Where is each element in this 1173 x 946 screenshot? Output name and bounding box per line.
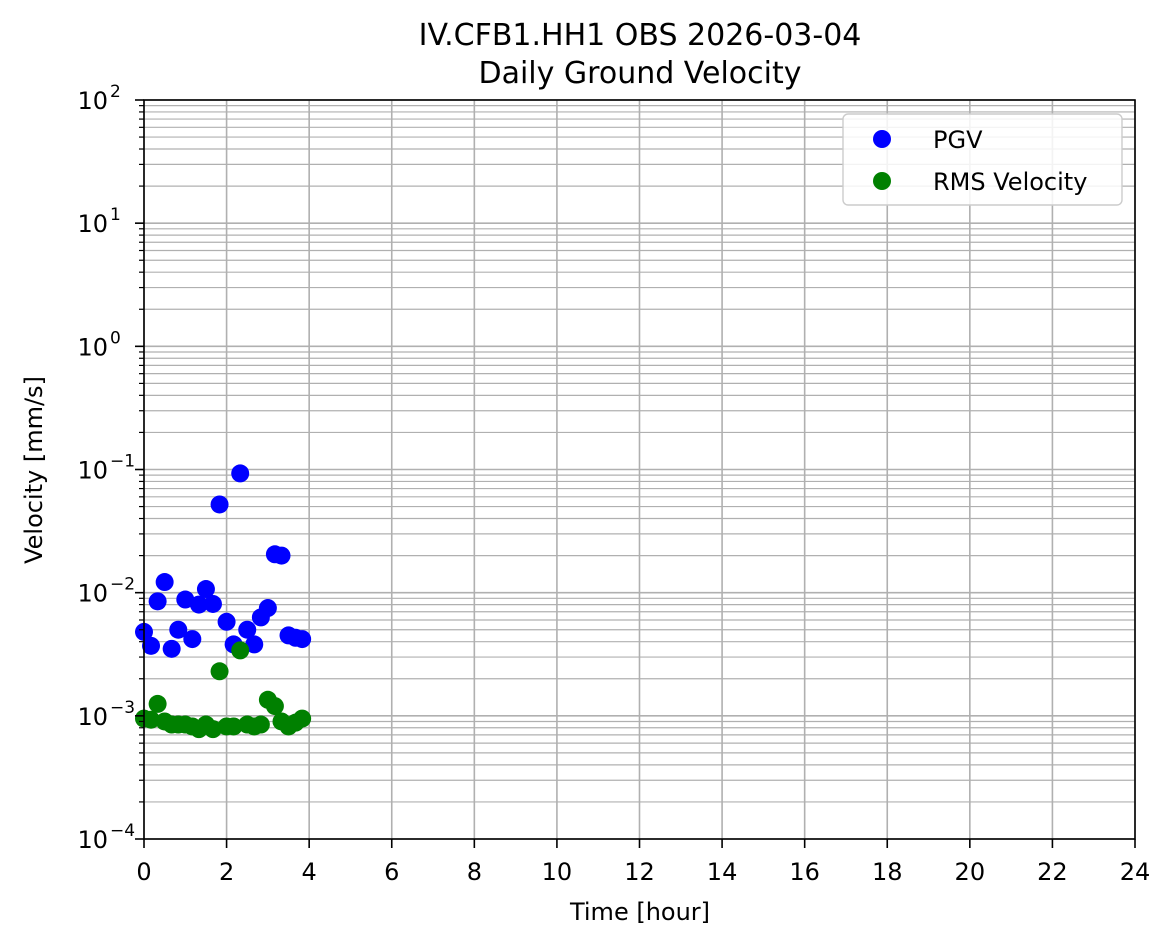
data-point: [162, 639, 181, 658]
y-tick-label-base: 10: [77, 580, 108, 608]
data-point: [148, 694, 167, 713]
y-tick-label-exponent: −2: [110, 575, 135, 595]
y-tick-label-base: 10: [77, 703, 108, 731]
data-point: [231, 641, 250, 660]
data-point: [238, 620, 257, 639]
y-tick-label-base: 10: [77, 210, 108, 238]
y-tick-label: 10 −1: [77, 452, 135, 485]
series-pgv: [135, 464, 312, 658]
data-point: [155, 573, 174, 592]
data-point: [203, 594, 222, 613]
x-tick-label: 24: [1120, 858, 1151, 886]
chart-subtitle: Daily Ground Velocity: [478, 56, 801, 91]
y-tick-label: 10 −4: [77, 821, 135, 854]
x-tick-label: 22: [1037, 858, 1068, 886]
x-tick-label: 2: [219, 858, 234, 886]
data-point: [224, 717, 243, 736]
y-axis-label: Velocity [mm/s]: [20, 376, 48, 564]
series-rms-velocity: [135, 641, 312, 739]
x-tick-label: 18: [872, 858, 903, 886]
y-tick-label-exponent: −4: [110, 821, 135, 841]
x-axis: 0 2 4 6 8 10 12 14 16 18 20 22 24: [136, 839, 1150, 886]
data-point: [142, 636, 161, 655]
data-point: [231, 464, 250, 483]
data-point: [203, 720, 222, 739]
legend: PGV RMS Velocity: [842, 113, 1123, 206]
x-tick-label: 14: [707, 858, 738, 886]
data-point: [189, 595, 208, 614]
y-tick-label: 10 −2: [77, 575, 135, 608]
y-tick-label-exponent: 2: [110, 82, 121, 102]
y-tick-label: 10 0: [77, 328, 120, 361]
x-tick-label: 20: [955, 858, 986, 886]
data-point: [251, 715, 270, 734]
legend-label: RMS Velocity: [933, 168, 1087, 196]
y-tick-label-base: 10: [77, 457, 108, 485]
legend-label: PGV: [933, 126, 983, 154]
x-tick-label: 8: [467, 858, 482, 886]
data-point: [210, 662, 229, 681]
y-tick-label: 10 −3: [77, 698, 135, 731]
x-tick-label: 4: [302, 858, 317, 886]
data-point: [293, 630, 312, 649]
x-tick-label: 12: [624, 858, 655, 886]
data-point: [217, 612, 236, 631]
data-point: [176, 590, 195, 609]
data-point: [196, 580, 215, 599]
y-tick-label-base: 10: [77, 826, 108, 854]
y-tick-label-exponent: 0: [110, 328, 121, 348]
y-tick-label-exponent: 1: [110, 205, 121, 225]
data-point: [265, 697, 284, 716]
legend-marker: [873, 130, 891, 148]
y-tick-label: 10 1: [77, 205, 120, 238]
y-tick-label-base: 10: [77, 87, 108, 115]
x-tick-label: 16: [789, 858, 820, 886]
data-point: [245, 635, 264, 654]
legend-marker: [873, 172, 891, 190]
data-point: [210, 495, 229, 514]
x-axis-label: Time [hour]: [569, 898, 710, 926]
data-point: [169, 620, 188, 639]
x-tick-label: 0: [136, 858, 151, 886]
data-point: [258, 599, 277, 618]
grid: [143, 99, 1136, 840]
y-tick-label-exponent: −3: [110, 698, 135, 718]
data-point: [148, 592, 167, 611]
x-tick-label: 10: [542, 858, 573, 886]
y-tick-label-exponent: −1: [110, 452, 135, 472]
x-tick-label: 6: [384, 858, 399, 886]
chart-title: IV.CFB1.HH1 OBS 2026-03-04: [419, 18, 862, 53]
y-tick-label-base: 10: [77, 333, 108, 361]
data-point: [293, 709, 312, 728]
legend-box: [842, 113, 1123, 206]
data-points: [135, 464, 312, 739]
y-tick-label: 10 2: [77, 82, 120, 115]
data-point: [272, 546, 291, 565]
data-point: [142, 710, 161, 729]
data-point: [183, 630, 202, 649]
